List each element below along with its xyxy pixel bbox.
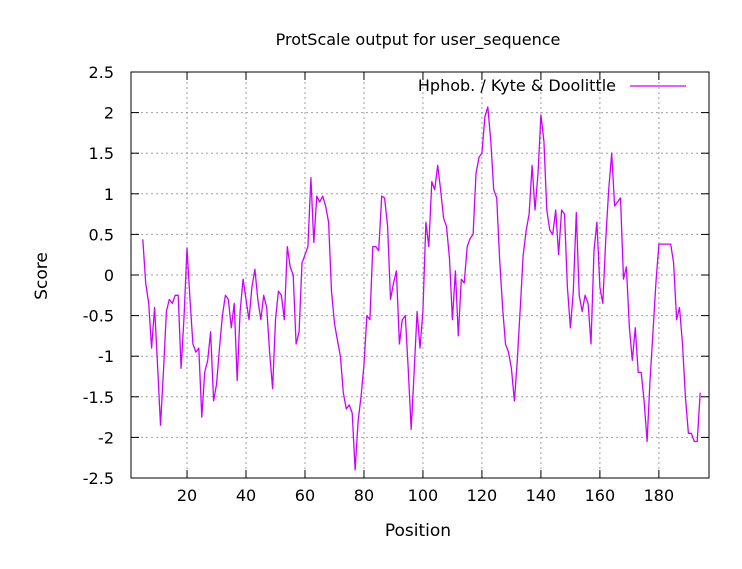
legend: Hphob. / Kyte & Doolittle	[418, 76, 686, 95]
y-tick-label: 2	[104, 104, 114, 123]
y-tick-label: 0.5	[89, 225, 114, 244]
legend-label: Hphob. / Kyte & Doolittle	[418, 76, 616, 95]
series-layer	[142, 106, 701, 471]
y-axis-ticks: 2.5 2 1.5 1 0.5 0 -0.5 -1 -1.5 -2 -2.5	[83, 63, 709, 488]
x-tick-label: 100	[408, 486, 439, 505]
x-tick-label: 80	[354, 486, 374, 505]
y-tick-label: -1	[98, 347, 114, 366]
y-tick-label: -2	[98, 428, 114, 447]
plot-frame	[130, 71, 710, 479]
x-tick-label: 180	[644, 486, 675, 505]
x-axis-ticks: 20 40 60 80 100 120 140 160 180	[177, 72, 674, 505]
grid	[131, 72, 709, 478]
x-tick-label: 160	[585, 486, 616, 505]
y-tick-label: 0	[104, 266, 114, 285]
y-tick-label: -1.5	[83, 388, 114, 407]
x-tick-label: 120	[467, 486, 498, 505]
x-tick-label: 20	[177, 486, 197, 505]
y-tick-label: -2.5	[83, 469, 114, 488]
x-tick-label: 60	[295, 486, 315, 505]
y-axis-label: Score	[32, 252, 52, 300]
chart-title: ProtScale output for user_sequence	[276, 30, 561, 50]
series-line-hydrophobicity	[142, 106, 701, 471]
x-tick-label: 40	[236, 486, 256, 505]
y-tick-label: -0.5	[83, 307, 114, 326]
x-tick-label: 140	[526, 486, 557, 505]
y-tick-label: 1	[104, 185, 114, 204]
y-tick-label: 2.5	[89, 63, 114, 82]
x-axis-label: Position	[385, 521, 451, 541]
y-tick-label: 1.5	[89, 144, 114, 163]
